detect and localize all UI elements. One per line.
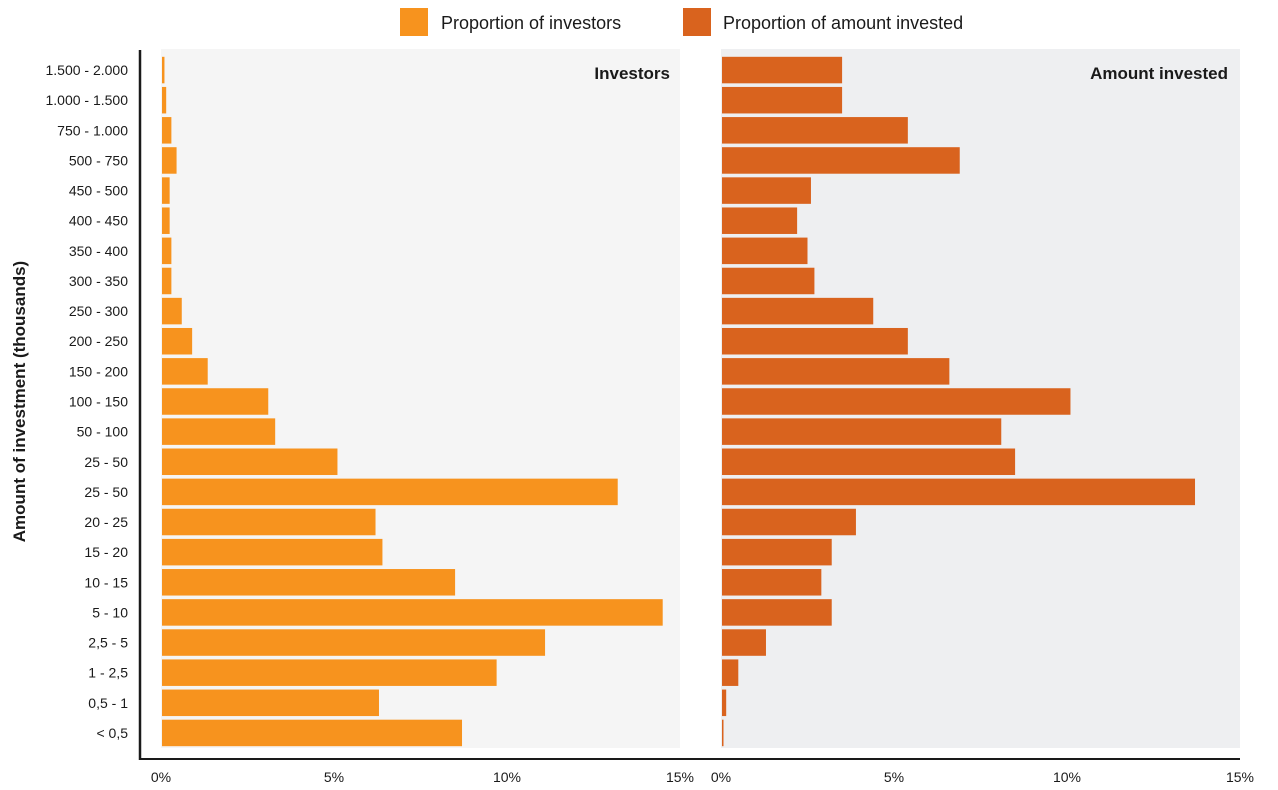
- bar-amount-invested-250-300: [722, 297, 874, 325]
- y-tick-label: 2,5 - 5: [88, 635, 128, 651]
- y-tick-label: 200 - 250: [69, 333, 128, 349]
- legend-label: Proportion of amount invested: [723, 13, 963, 33]
- bar-amount-invested-0-5: [722, 719, 724, 747]
- legend-item-proportion-of-amount-invested: Proportion of amount invested: [683, 8, 963, 36]
- bar-amount-invested-2-5-5: [722, 629, 766, 656]
- bar-investors-250-300: [162, 297, 182, 325]
- bar-amount-invested-10-15: [722, 569, 822, 596]
- bar-investors-100-150: [162, 388, 269, 415]
- y-tick-label: < 0,5: [96, 725, 128, 741]
- y-tick-label: 300 - 350: [69, 273, 128, 289]
- bar-investors-350-400: [162, 237, 172, 265]
- y-tick-label: 350 - 400: [69, 243, 128, 259]
- bar-amount-invested-450-500: [722, 177, 811, 204]
- bar-amount-invested-150-200: [722, 358, 950, 385]
- y-tick-label: 0,5 - 1: [88, 695, 128, 711]
- y-tick-label: 750 - 1.000: [57, 122, 128, 138]
- bar-investors-2-5-5: [162, 629, 546, 656]
- x-tick-label: 5%: [324, 769, 344, 785]
- legend-item-proportion-of-investors: Proportion of investors: [400, 8, 621, 36]
- bar-investors-400-450: [162, 207, 170, 234]
- bar-investors-25-50: [162, 478, 618, 506]
- panel-title: Amount invested: [1090, 64, 1228, 83]
- y-tick-label: 50 - 100: [77, 424, 129, 440]
- x-tick-label: 10%: [1053, 769, 1081, 785]
- bar-investors-450-500: [162, 177, 170, 204]
- y-tick-label: 500 - 750: [69, 152, 128, 168]
- bar-amount-invested-1-000-1-500: [722, 86, 843, 114]
- bar-amount-invested-0-5-1: [722, 689, 727, 717]
- bar-amount-invested-400-450: [722, 207, 798, 234]
- bar-amount-invested-50-100: [722, 418, 1002, 445]
- bar-amount-invested-25-50: [722, 448, 1016, 476]
- y-tick-label: 1.500 - 2.000: [45, 62, 128, 78]
- bar-amount-invested-20-25: [722, 508, 856, 536]
- bar-investors-0-5: [162, 719, 463, 747]
- bar-investors-200-250: [162, 327, 193, 355]
- legend-swatch: [400, 8, 428, 36]
- bar-investors-1-2-5: [162, 659, 497, 686]
- bar-investors-300-350: [162, 267, 172, 295]
- x-tick-label: 5%: [884, 769, 904, 785]
- bar-amount-invested-100-150: [722, 388, 1071, 415]
- panel-title: Investors: [594, 64, 670, 83]
- y-axis: 1.500 - 2.000 1.000 - 1.500 750 - 1.000 500…: [10, 50, 142, 760]
- bar-investors-20-25: [162, 508, 376, 536]
- legend-label: Proportion of investors: [441, 13, 621, 33]
- bar-investors-0-5-1: [162, 689, 379, 717]
- bar-investors-150-200: [162, 358, 208, 385]
- bar-investors-500-750: [162, 147, 177, 174]
- y-tick-label: 10 - 15: [84, 574, 128, 590]
- bar-investors-1-500-2-000: [162, 56, 165, 84]
- y-tick-label: 150 - 200: [69, 363, 128, 379]
- y-tick-label: 25 - 50: [84, 454, 128, 470]
- bar-investors-1-000-1-500: [162, 86, 167, 114]
- y-tick-label: 1 - 2,5: [88, 665, 128, 681]
- bar-amount-invested-350-400: [722, 237, 808, 265]
- y-tick-label: 400 - 450: [69, 213, 128, 229]
- bar-investors-5-10: [162, 599, 663, 626]
- panel-amount-invested: Amount invested 0% 5% 10% 15%: [711, 49, 1254, 785]
- bar-investors-50-100: [162, 418, 276, 445]
- y-tick-label: 1.000 - 1.500: [45, 92, 128, 108]
- legend-swatch: [683, 8, 711, 36]
- bar-amount-invested-300-350: [722, 267, 815, 295]
- y-tick-label: 15 - 20: [84, 544, 128, 560]
- bar-amount-invested-750-1-000: [722, 117, 908, 144]
- x-tick-label: 15%: [666, 769, 694, 785]
- bar-investors-750-1-000: [162, 117, 172, 144]
- x-tick-label: 15%: [1226, 769, 1254, 785]
- x-tick-label: 10%: [493, 769, 521, 785]
- bar-amount-invested-5-10: [722, 599, 832, 626]
- bar-amount-invested-1-2-5: [722, 659, 739, 686]
- bar-amount-invested-25-50: [722, 478, 1196, 506]
- panels: Investors 0% 5% 10% 15% Amount invested 0% 5% 10…: [140, 49, 1254, 785]
- bar-investors-10-15: [162, 569, 456, 596]
- y-tick-label: 450 - 500: [69, 183, 128, 199]
- y-tick-label: 250 - 300: [69, 303, 128, 319]
- y-axis-title: Amount of investment (thousands): [10, 261, 29, 542]
- bar-amount-invested-15-20: [722, 538, 832, 566]
- bar-investors-15-20: [162, 538, 383, 566]
- bar-amount-invested-200-250: [722, 327, 908, 355]
- x-tick-label: 0%: [151, 769, 171, 785]
- panel-investors: Investors 0% 5% 10% 15%: [151, 49, 694, 785]
- y-tick-label: 100 - 150: [69, 394, 128, 410]
- x-tick-label: 0%: [711, 769, 731, 785]
- bar-investors-25-50: [162, 448, 338, 476]
- bar-amount-invested-500-750: [722, 147, 960, 174]
- y-tick-label: 20 - 25: [84, 514, 128, 530]
- y-tick-label: 5 - 10: [92, 604, 128, 620]
- bar-amount-invested-1-500-2-000: [722, 56, 843, 84]
- y-tick-label: 25 - 50: [84, 484, 128, 500]
- legend: Proportion of investors Proportion of amo…: [400, 8, 963, 36]
